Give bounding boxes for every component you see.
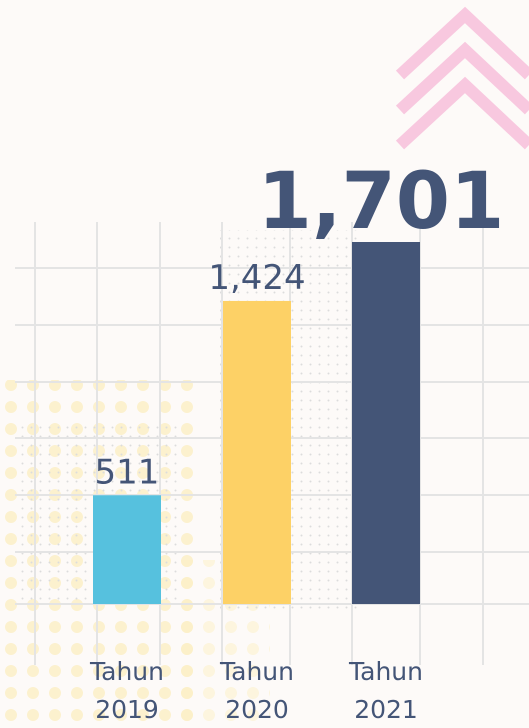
bar	[223, 300, 291, 604]
x-tick-label: Tahun 2019	[89, 657, 164, 724]
x-tick-label: Tahun 2021	[348, 657, 423, 724]
value-label: 1,424	[208, 258, 305, 298]
value-label: 1,701	[258, 157, 505, 247]
bar	[93, 495, 161, 604]
value-label: 511	[95, 452, 160, 492]
x-tick-label: Tahun 2020	[219, 657, 294, 724]
bar	[352, 242, 420, 604]
